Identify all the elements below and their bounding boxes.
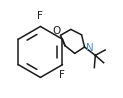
Text: F: F [38,11,43,21]
Text: F: F [59,70,65,80]
Text: O: O [52,26,61,36]
Text: N: N [86,43,93,53]
